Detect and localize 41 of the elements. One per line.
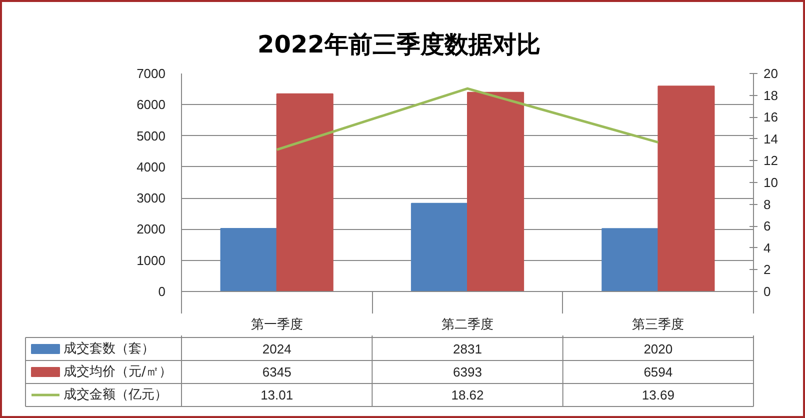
- bar: [658, 86, 715, 292]
- y2-tick-label: 20: [764, 66, 778, 81]
- y2-tick-label: 10: [764, 175, 778, 190]
- y-tick-label: 1000: [136, 252, 166, 268]
- y2-tick-label: 8: [764, 196, 771, 212]
- y-tick-label: 2000: [136, 222, 166, 237]
- y-tick-label: 7000: [136, 66, 166, 81]
- x-tick-label: 第二季度: [442, 316, 494, 332]
- data-label: 6345: [262, 364, 292, 380]
- y-tick-label: 0: [158, 284, 166, 299]
- bar: [602, 228, 659, 292]
- data-label: 6393: [453, 364, 482, 380]
- legend-label: 成交均价（元/㎡）: [64, 364, 172, 380]
- y2-tick-label: 18: [764, 88, 778, 103]
- y2-tick-label: 2: [764, 262, 771, 278]
- y-tick-label: 6000: [136, 97, 166, 112]
- y-tick-label: 5000: [136, 128, 166, 144]
- legend-label: 成交套数（套）: [64, 340, 154, 356]
- bar: [220, 228, 278, 292]
- data-label: 13.69: [642, 388, 674, 402]
- chart-title: 2022年前三季度数据对比: [258, 30, 540, 58]
- bar: [467, 92, 524, 292]
- y2-tick-label: 0: [764, 284, 771, 299]
- x-tick-label: 第三季度: [632, 316, 684, 332]
- y2-tick-label: 6: [764, 218, 771, 234]
- y2-tick-label: 12: [764, 153, 778, 168]
- bar: [276, 93, 334, 292]
- data-label: 13.01: [260, 388, 294, 402]
- data-label: 2020: [644, 342, 673, 356]
- y2-tick-label: 4: [764, 240, 771, 256]
- y-tick-label: 4000: [136, 159, 166, 174]
- legend-label: 成交金额（亿元）: [64, 386, 168, 402]
- data-label: 2831: [453, 342, 482, 356]
- data-label: 18.62: [451, 388, 484, 402]
- data-label: 2024: [262, 342, 292, 356]
- bar: [410, 202, 468, 292]
- x-tick-label: 第一季度: [250, 316, 303, 332]
- y-tick-label: 3000: [136, 190, 166, 206]
- y2-tick-label: 16: [764, 110, 778, 125]
- y2-tick-label: 14: [764, 131, 778, 146]
- data-label: 6594: [644, 364, 673, 380]
